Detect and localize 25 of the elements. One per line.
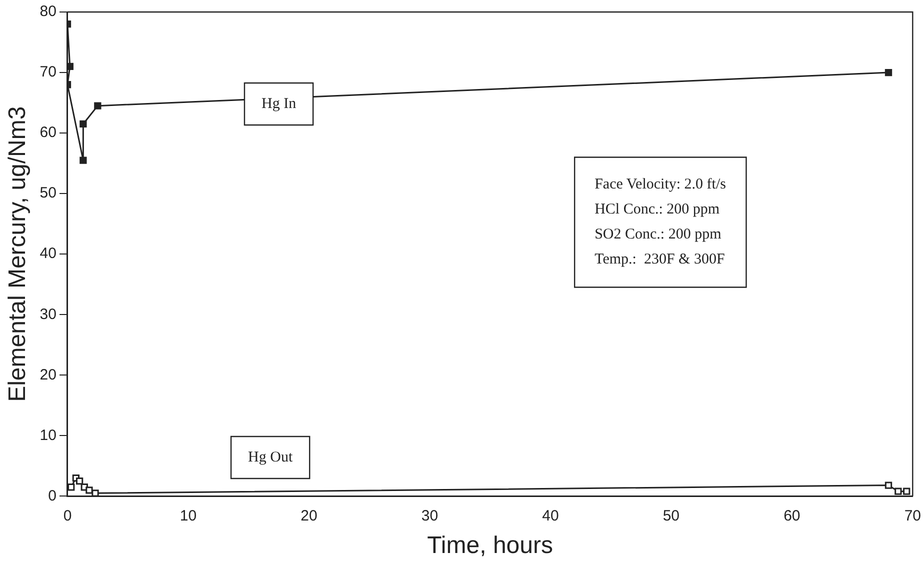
y-tick-label: 60 xyxy=(40,124,56,142)
series-label: Hg In xyxy=(261,96,297,112)
x-tick-label: 20 xyxy=(300,507,318,524)
y-tick-label: 30 xyxy=(40,306,56,323)
y-tick-label: 40 xyxy=(40,245,56,262)
annotation: SO2 Conc.: 200 ppm xyxy=(594,226,722,243)
x-tick-label: 30 xyxy=(421,507,438,524)
y-tick-label: 0 xyxy=(48,487,56,504)
y-tick-label: 50 xyxy=(40,184,56,202)
series-label: Hg Out xyxy=(248,449,294,466)
x-tick-label: 0 xyxy=(63,507,72,524)
y-tick-label: 20 xyxy=(40,366,56,384)
x-axis-title: Time, hours xyxy=(427,532,553,560)
annotation: Face Velocity: 2.0 ft/s xyxy=(594,176,726,193)
x-tick-label: 50 xyxy=(662,507,680,524)
y-tick-label: 70 xyxy=(40,64,56,81)
x-tick-label: 40 xyxy=(542,507,559,524)
y-axis-title: Elemental Mercury, ug/Nm3 xyxy=(4,106,32,402)
y-tick-label: 10 xyxy=(40,426,56,444)
x-tick-label: 70 xyxy=(904,507,921,524)
annotation: Temp.: 230F & 300F xyxy=(594,252,725,268)
x-tick-label: 60 xyxy=(784,507,800,524)
annotation: HCl Conc.: 200 ppm xyxy=(594,202,720,218)
y-tick-label: 80 xyxy=(40,3,56,20)
x-tick-label: 10 xyxy=(180,507,197,524)
